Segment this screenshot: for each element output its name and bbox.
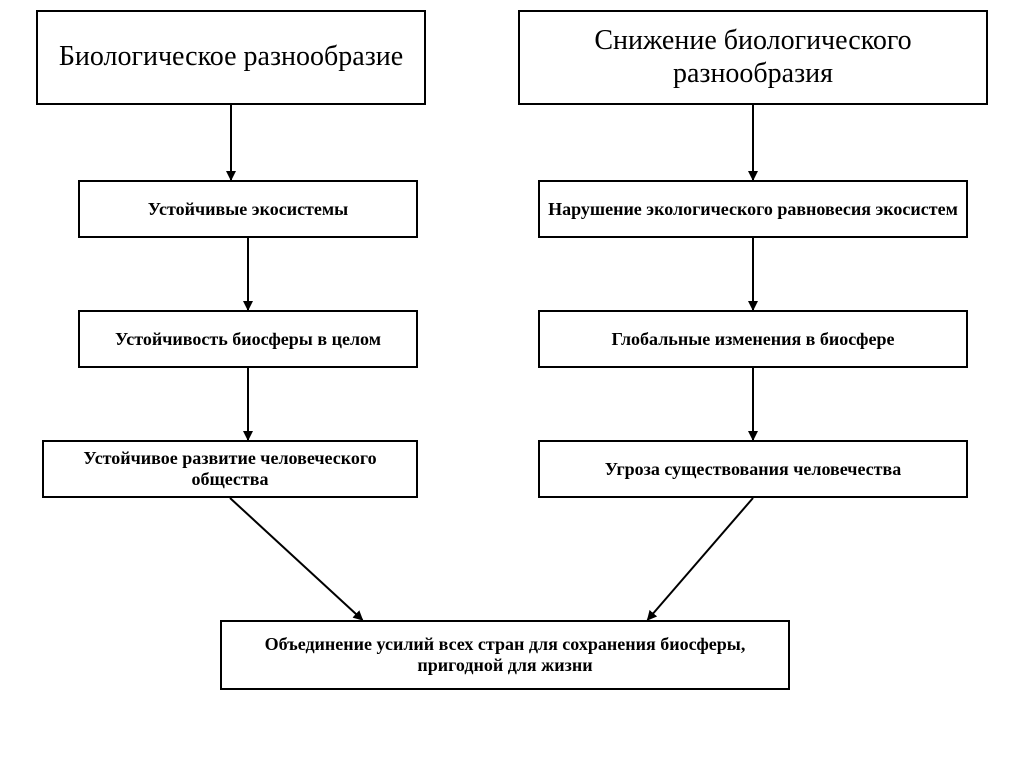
- node-label: Устойчивые экосистемы: [148, 199, 348, 220]
- node-r3: Угроза существования человечества: [538, 440, 968, 498]
- diagram-stage: Биологическое разнообразие Снижение биол…: [0, 0, 1024, 768]
- node-label: Снижение биологического разнообразия: [528, 25, 978, 89]
- node-left-title: Биологическое разнообразие: [36, 10, 426, 105]
- node-bottom: Объединение усилий всех стран для сохран…: [220, 620, 790, 690]
- node-label: Угроза существования человечества: [605, 459, 901, 480]
- node-l1: Устойчивые экосистемы: [78, 180, 418, 238]
- node-label: Устойчивость биосферы в целом: [115, 329, 381, 350]
- node-label: Устойчивое развитие человеческого общест…: [52, 448, 408, 489]
- node-label: Биологическое разнообразие: [59, 41, 403, 73]
- node-r1: Нарушение экологического равновесия экос…: [538, 180, 968, 238]
- node-label: Нарушение экологического равновесия экос…: [548, 199, 958, 220]
- node-l2: Устойчивость биосферы в целом: [78, 310, 418, 368]
- node-right-title: Снижение биологического разнообразия: [518, 10, 988, 105]
- node-label: Глобальные изменения в биосфере: [612, 329, 895, 350]
- node-r2: Глобальные изменения в биосфере: [538, 310, 968, 368]
- node-l3: Устойчивое развитие человеческого общест…: [42, 440, 418, 498]
- node-label: Объединение усилий всех стран для сохран…: [230, 634, 780, 675]
